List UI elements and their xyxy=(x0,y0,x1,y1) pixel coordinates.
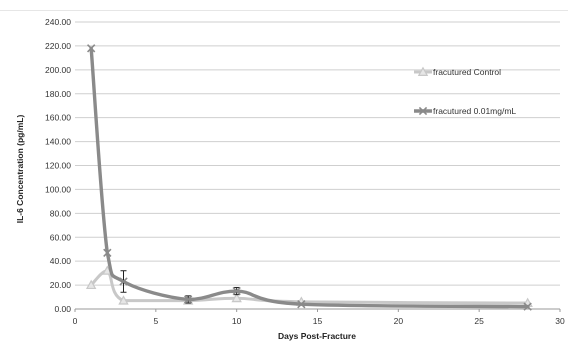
y-tick-label-7: 140.00 xyxy=(45,137,71,147)
y-tick-label-10: 200.00 xyxy=(45,65,71,75)
y-tick-label-9: 180.00 xyxy=(45,89,71,99)
y-axis-title: IL-6 Concentration (pg/mL) xyxy=(15,115,25,224)
data-point-0-2 xyxy=(118,295,129,305)
y-tick-label-0: 0.00 xyxy=(54,304,71,314)
y-tick-label-12: 240.00 xyxy=(45,17,71,27)
legend: fracutured Control fracutured 0.01mg/mL xyxy=(414,66,516,116)
y-tick-label-5: 100.00 xyxy=(45,184,71,194)
x-tick-label-0: 0 xyxy=(73,316,78,326)
gridlines xyxy=(75,21,560,286)
data-point-1-3 xyxy=(184,295,193,304)
y-tick-label-3: 60.00 xyxy=(50,232,72,242)
series-line-1 xyxy=(89,46,530,309)
legend-marker-1-stroke-b xyxy=(418,106,428,116)
y-tick-label-2: 40.00 xyxy=(50,256,72,266)
data-point-1-6 xyxy=(523,302,532,311)
data-point-1-4 xyxy=(232,286,241,296)
data-point-1-5-stroke-b xyxy=(297,300,306,309)
top-divider xyxy=(0,10,568,11)
y-tick-labels: 0.00 20.00 40.00 60.00 80.00 100.00 120.00 140.… xyxy=(45,17,71,314)
y-tick-label-6: 120.00 xyxy=(45,161,71,171)
data-point-1-0-stroke-b xyxy=(87,44,96,53)
axes xyxy=(74,308,561,312)
x-tick-label-2: 10 xyxy=(232,316,242,326)
x-tick-label-3: 15 xyxy=(313,316,323,326)
y-tick-label-8: 160.00 xyxy=(45,113,71,123)
data-point-1-3-stroke-b xyxy=(184,295,193,304)
legend-label-treated: fracutured 0.01mg/mL xyxy=(433,106,516,116)
data-point-1-0 xyxy=(87,44,96,53)
data-point-1-4-stroke-b xyxy=(232,286,241,296)
y-tick-label-4: 80.00 xyxy=(50,208,72,218)
x-tick-labels: 0 5 10 15 20 25 30 xyxy=(73,316,565,326)
x-tick-label-6: 30 xyxy=(555,316,565,326)
series-layer xyxy=(85,44,533,311)
y-tick-label-1: 20.00 xyxy=(50,280,72,290)
series-0 xyxy=(85,265,533,307)
legend-marker-1 xyxy=(418,106,428,116)
x-tick-label-1: 5 xyxy=(153,316,158,326)
data-point-1-2-stroke-b xyxy=(119,277,128,286)
series-line-0 xyxy=(89,269,530,305)
x-tick-label-5: 25 xyxy=(474,316,484,326)
x-tick-label-4: 20 xyxy=(394,316,404,326)
legend-marker-0 xyxy=(417,66,429,76)
x-axis-title: Days Post-Fracture xyxy=(278,331,356,341)
data-point-0-0 xyxy=(85,279,97,290)
data-point-1-6-stroke-b xyxy=(523,302,532,311)
legend-item-treated: fracutured 0.01mg/mL xyxy=(414,106,516,116)
legend-label-control: fracutured Control xyxy=(433,67,501,77)
data-point-1-5 xyxy=(297,300,306,309)
data-point-1-2 xyxy=(119,277,128,286)
y-tick-label-11: 220.00 xyxy=(45,41,71,51)
series-1 xyxy=(87,44,532,311)
data-point-1-1 xyxy=(103,248,112,257)
data-point-0-4 xyxy=(231,292,242,303)
data-point-1-1-stroke-b xyxy=(103,248,112,257)
legend-item-control: fracutured Control xyxy=(414,66,501,77)
